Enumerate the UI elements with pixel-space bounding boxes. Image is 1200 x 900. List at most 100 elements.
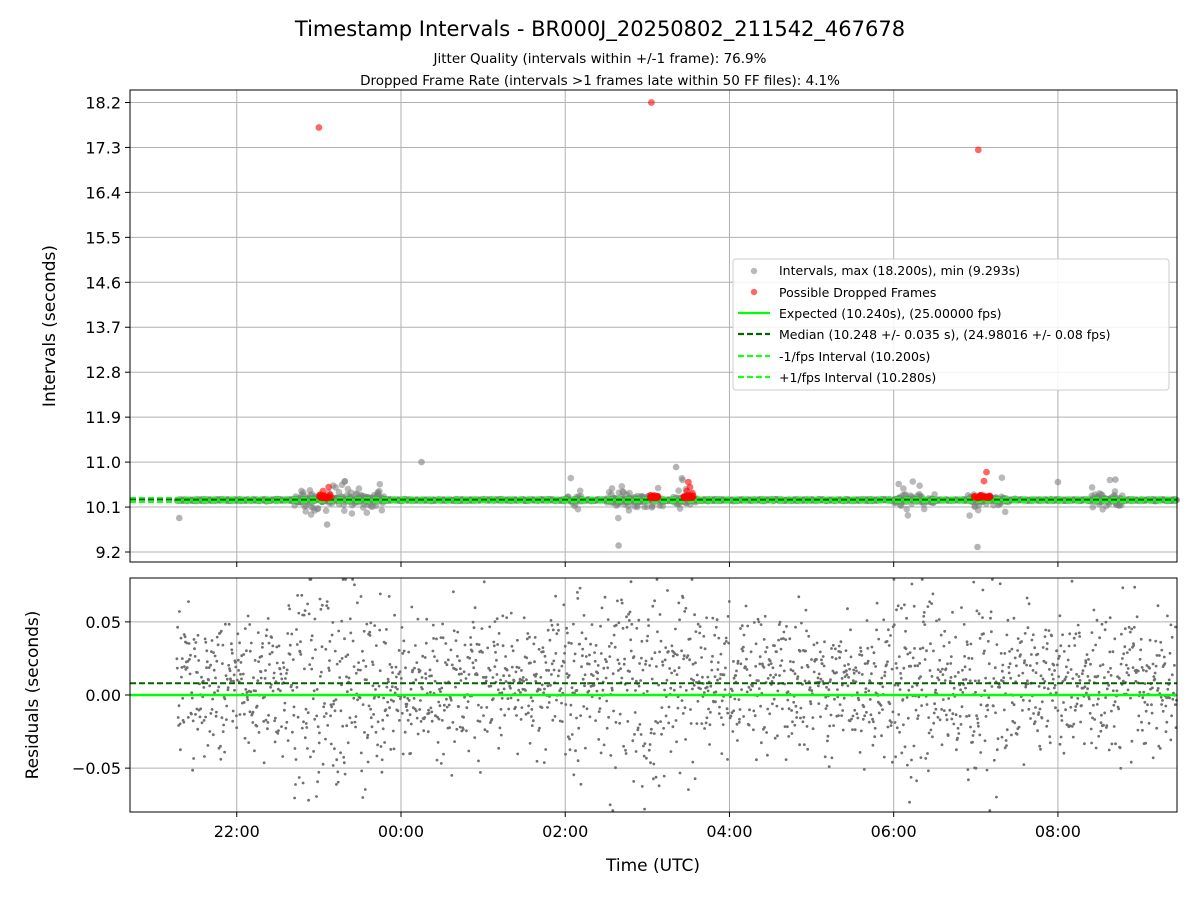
residual-point: [221, 643, 225, 647]
residual-point: [678, 618, 681, 622]
residual-point: [212, 668, 216, 672]
residual-point: [1131, 666, 1135, 669]
residual-point: [1104, 620, 1108, 624]
residual-point: [272, 671, 276, 675]
residual-point: [1046, 687, 1050, 691]
residual-point: [775, 704, 779, 708]
residual-point: [661, 660, 664, 664]
residual-point: [1072, 636, 1076, 640]
residual-point: [421, 687, 424, 691]
residual-point: [526, 711, 530, 715]
residual-point: [934, 688, 938, 692]
residual-point: [288, 643, 292, 647]
residual-point: [1151, 662, 1155, 666]
residual-point: [963, 665, 967, 669]
residual-point: [368, 630, 372, 634]
residual-point: [578, 642, 582, 646]
residual-point: [349, 631, 353, 635]
residual-point: [316, 780, 319, 784]
residual-point: [1125, 651, 1129, 654]
residual-point: [809, 702, 813, 706]
residual-point: [415, 661, 419, 664]
residual-point: [457, 705, 460, 708]
residual-point: [482, 580, 486, 584]
residual-point: [726, 758, 729, 761]
interval-point: [1112, 476, 1119, 483]
residual-point: [296, 715, 300, 719]
residual-point: [979, 703, 983, 707]
residual-point: [366, 733, 370, 737]
residual-point: [455, 727, 459, 731]
residual-point: [914, 708, 918, 712]
residual-point: [377, 684, 381, 688]
residual-point: [959, 688, 962, 692]
residual-point: [718, 677, 722, 680]
residual-point: [481, 651, 484, 654]
residual-point: [396, 687, 399, 691]
residual-point: [658, 613, 662, 616]
residual-point: [285, 720, 289, 724]
residual-point: [210, 639, 214, 642]
residual-point: [747, 723, 751, 727]
residual-point: [1054, 691, 1058, 695]
residual-point: [476, 719, 480, 723]
residual-point: [654, 775, 658, 779]
residual-point: [824, 695, 828, 699]
residual-point: [1003, 652, 1007, 655]
residual-point: [1106, 670, 1110, 674]
residual-point: [393, 691, 397, 695]
residual-point: [629, 638, 633, 642]
residual-point: [238, 641, 242, 645]
residual-point: [779, 664, 782, 667]
residual-point: [698, 625, 702, 628]
residual-point: [648, 664, 652, 667]
interval-point: [998, 474, 1006, 482]
interval-point: [376, 487, 383, 495]
residual-point: [1021, 671, 1025, 675]
residual-point: [603, 595, 607, 599]
residual-point: [608, 803, 612, 807]
residual-point: [673, 669, 676, 673]
residual-point: [920, 688, 924, 692]
residual-point: [577, 726, 581, 730]
residual-point: [217, 685, 221, 689]
residual-point: [855, 669, 858, 673]
residual-point: [349, 688, 353, 691]
residual-point: [338, 676, 342, 679]
residual-point: [215, 635, 219, 639]
residual-point: [1037, 711, 1041, 715]
residual-point: [837, 644, 841, 648]
residual-point: [353, 583, 356, 587]
residual-point: [673, 652, 677, 656]
residual-point: [722, 673, 726, 677]
residual-point: [191, 768, 195, 772]
residual-point: [1140, 720, 1143, 724]
interval-point: [903, 505, 910, 513]
residual-point: [956, 726, 960, 730]
legend-label-minus-fps: -1/fps Interval (10.200s): [779, 349, 930, 364]
residual-point: [855, 712, 859, 716]
residual-point: [737, 720, 741, 724]
residual-point: [216, 643, 220, 647]
residual-point: [928, 600, 931, 604]
residual-point: [266, 721, 270, 724]
residual-point: [657, 683, 660, 687]
residual-point: [295, 628, 298, 631]
residual-point: [1103, 711, 1107, 715]
residual-point: [1145, 669, 1148, 673]
residual-point: [576, 591, 579, 594]
interval-point: [332, 484, 339, 491]
residual-point: [702, 634, 706, 638]
residual-point: [423, 716, 427, 719]
residual-point: [305, 726, 309, 729]
residual-point: [716, 678, 719, 682]
residual-point: [419, 699, 422, 702]
residual-point: [599, 652, 603, 655]
residual-point: [359, 751, 363, 755]
legend: Intervals, max (18.200s), min (9.293s) P…: [732, 258, 1170, 391]
residual-point: [567, 641, 571, 645]
residual-point: [704, 721, 708, 725]
residual-point: [868, 698, 872, 701]
residual-point: [689, 708, 692, 711]
residual-point: [245, 695, 249, 699]
